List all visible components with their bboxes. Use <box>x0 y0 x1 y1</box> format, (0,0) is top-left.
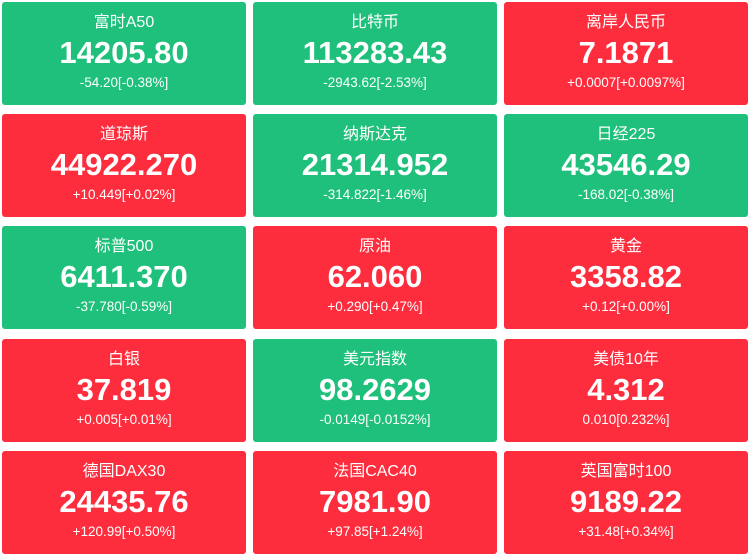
quote-change: -168.02[-0.38%] <box>577 187 675 203</box>
quote-change: +31.48[+0.34%] <box>578 523 674 539</box>
quote-price: 4.312 <box>587 371 665 407</box>
quote-price: 44922.270 <box>50 147 198 183</box>
quote-tile[interactable]: 离岸人民币 7.1871 +0.0007[+0.0097%] <box>504 2 748 105</box>
quote-change: -54.20[-0.38%] <box>79 75 169 90</box>
quote-name: 离岸人民币 <box>585 14 666 31</box>
quote-tile[interactable]: 德国DAX30 24435.76 +120.99[+0.50%] <box>2 450 246 554</box>
quote-price: 43546.29 <box>561 147 691 183</box>
quote-tile[interactable]: 黄金 3358.82 +0.12[+0.00%] <box>504 226 748 330</box>
quote-price: 21314.952 <box>301 147 449 183</box>
quote-change: 0.010[0.232%] <box>582 411 670 427</box>
quote-tile[interactable]: 英国富时100 9189.22 +31.48[+0.34%] <box>504 450 748 554</box>
quote-tile[interactable]: 富时A50 14205.80 -54.20[-0.38%] <box>2 2 246 105</box>
quote-change: +10.449[+0.02%] <box>72 187 176 203</box>
quote-change: +0.12[+0.00%] <box>582 299 670 315</box>
quote-name: 纳斯达克 <box>342 126 407 144</box>
quote-tile[interactable]: 比特币 113283.43 -2943.62[-2.53%] <box>253 2 497 105</box>
quote-tile[interactable]: 纳斯达克 21314.952 -314.822[-1.46%] <box>253 114 497 218</box>
quote-name: 富时A50 <box>93 14 155 31</box>
quote-tile[interactable]: 道琼斯 44922.270 +10.449[+0.02%] <box>2 114 246 218</box>
quote-name: 法国CAC40 <box>333 462 417 480</box>
quote-tile[interactable]: 美元指数 98.2629 -0.0149[-0.0152%] <box>253 338 497 442</box>
quote-name: 标普500 <box>94 238 154 256</box>
quote-name: 道琼斯 <box>99 126 148 144</box>
quote-tile[interactable]: 美债10年 4.312 0.010[0.232%] <box>504 338 748 442</box>
quote-price: 98.2629 <box>318 371 432 407</box>
quote-tile[interactable]: 原油 62.060 +0.290[+0.47%] <box>253 226 497 330</box>
quote-name: 原油 <box>358 238 391 256</box>
quote-price: 9189.22 <box>569 483 683 519</box>
quote-change: -0.0149[-0.0152%] <box>319 411 431 427</box>
quote-change: -2943.62[-2.53%] <box>323 75 427 90</box>
quote-name: 德国DAX30 <box>82 462 166 480</box>
quote-change: +0.290[+0.47%] <box>327 299 423 315</box>
quote-change: +120.99[+0.50%] <box>72 523 176 539</box>
quote-price: 6411.370 <box>60 259 188 295</box>
quote-change: -37.780[-0.59%] <box>75 299 173 315</box>
quote-name: 比特币 <box>350 14 399 31</box>
quote-name: 美债10年 <box>593 350 659 368</box>
quote-change: +0.0007[+0.0097%] <box>567 75 685 90</box>
quote-tile[interactable]: 法国CAC40 7981.90 +97.85[+1.24%] <box>253 450 497 554</box>
quote-price: 37.819 <box>76 371 172 407</box>
quote-price: 7.1871 <box>578 35 674 70</box>
quote-tile[interactable]: 白银 37.819 +0.005[+0.01%] <box>2 338 246 442</box>
quote-price: 14205.80 <box>59 35 189 70</box>
quote-name: 白银 <box>107 350 140 368</box>
quote-change: +97.85[+1.24%] <box>327 523 423 539</box>
quote-name: 英国富时100 <box>580 462 672 480</box>
quote-price: 113283.43 <box>302 35 448 70</box>
quote-change: -314.822[-1.46%] <box>323 187 427 203</box>
quote-price: 7981.90 <box>318 483 432 519</box>
quote-price: 62.060 <box>327 259 423 295</box>
quote-price: 24435.76 <box>59 483 189 519</box>
quote-tile[interactable]: 日经225 43546.29 -168.02[-0.38%] <box>504 114 748 218</box>
quote-tile[interactable]: 标普500 6411.370 -37.780[-0.59%] <box>2 226 246 330</box>
quote-name: 黄金 <box>609 238 642 256</box>
quote-name: 日经225 <box>596 126 656 144</box>
quote-name: 美元指数 <box>342 350 407 368</box>
quote-change: +0.005[+0.01%] <box>76 411 172 427</box>
quote-price: 3358.82 <box>569 259 683 295</box>
